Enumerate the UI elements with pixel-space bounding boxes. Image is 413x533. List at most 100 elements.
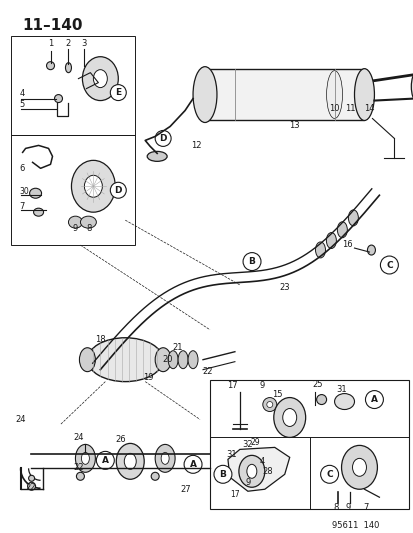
Text: 9: 9 bbox=[345, 503, 350, 512]
Ellipse shape bbox=[80, 216, 96, 228]
Ellipse shape bbox=[334, 393, 354, 409]
Ellipse shape bbox=[55, 94, 62, 102]
Bar bbox=[11, 135, 135, 245]
Ellipse shape bbox=[124, 454, 136, 470]
Text: 7: 7 bbox=[19, 201, 25, 211]
Ellipse shape bbox=[116, 443, 144, 479]
Circle shape bbox=[76, 472, 84, 480]
Text: 2: 2 bbox=[66, 39, 71, 49]
Ellipse shape bbox=[168, 351, 178, 369]
Text: A: A bbox=[189, 460, 196, 469]
Ellipse shape bbox=[71, 160, 115, 212]
Ellipse shape bbox=[351, 458, 366, 477]
Ellipse shape bbox=[161, 453, 169, 464]
Text: 14: 14 bbox=[363, 104, 374, 113]
Ellipse shape bbox=[348, 210, 358, 226]
Text: 30: 30 bbox=[19, 187, 29, 196]
Text: 19: 19 bbox=[142, 373, 153, 382]
Circle shape bbox=[46, 62, 55, 70]
Text: B: B bbox=[248, 257, 255, 266]
Text: B: B bbox=[219, 470, 226, 479]
Text: C: C bbox=[385, 261, 392, 270]
Ellipse shape bbox=[273, 398, 305, 438]
Ellipse shape bbox=[188, 351, 197, 369]
Bar bbox=[204, 69, 363, 120]
Ellipse shape bbox=[326, 71, 342, 118]
Polygon shape bbox=[228, 447, 289, 491]
Circle shape bbox=[242, 253, 260, 271]
Text: 16: 16 bbox=[342, 239, 352, 248]
Ellipse shape bbox=[178, 351, 188, 369]
Text: 26: 26 bbox=[115, 435, 125, 444]
Ellipse shape bbox=[81, 453, 89, 464]
Circle shape bbox=[155, 131, 171, 147]
Text: D: D bbox=[159, 134, 166, 143]
Ellipse shape bbox=[82, 56, 118, 101]
Text: 24: 24 bbox=[16, 415, 26, 424]
Ellipse shape bbox=[147, 151, 167, 161]
Ellipse shape bbox=[155, 445, 175, 472]
Circle shape bbox=[28, 475, 35, 481]
Circle shape bbox=[320, 465, 338, 483]
Text: 27: 27 bbox=[180, 484, 191, 494]
Ellipse shape bbox=[246, 464, 256, 478]
Circle shape bbox=[151, 472, 159, 480]
Ellipse shape bbox=[79, 348, 95, 372]
Ellipse shape bbox=[65, 63, 71, 72]
Text: 23: 23 bbox=[279, 284, 290, 293]
Ellipse shape bbox=[75, 445, 95, 472]
Circle shape bbox=[96, 451, 114, 470]
Circle shape bbox=[365, 391, 382, 408]
Bar bbox=[209, 379, 408, 509]
Ellipse shape bbox=[266, 401, 272, 408]
Text: A: A bbox=[102, 456, 109, 465]
Text: 11: 11 bbox=[344, 104, 355, 113]
Circle shape bbox=[28, 482, 36, 490]
Text: 32: 32 bbox=[242, 440, 253, 449]
Text: 17: 17 bbox=[230, 490, 239, 499]
Text: D: D bbox=[114, 186, 122, 195]
Text: 11–140: 11–140 bbox=[23, 18, 83, 33]
Ellipse shape bbox=[33, 208, 43, 216]
Text: 31: 31 bbox=[226, 450, 237, 459]
Ellipse shape bbox=[367, 245, 375, 255]
Text: 29: 29 bbox=[249, 438, 259, 447]
Ellipse shape bbox=[282, 408, 296, 426]
Bar bbox=[11, 36, 135, 135]
Text: 8: 8 bbox=[332, 503, 337, 512]
Ellipse shape bbox=[337, 222, 347, 238]
Text: 1: 1 bbox=[48, 39, 53, 49]
Text: 22: 22 bbox=[73, 463, 83, 472]
Text: 4: 4 bbox=[259, 457, 264, 466]
Text: 20: 20 bbox=[162, 355, 173, 364]
Ellipse shape bbox=[29, 188, 41, 198]
Text: A: A bbox=[370, 395, 377, 404]
Text: 5: 5 bbox=[19, 100, 25, 109]
Text: 21: 21 bbox=[173, 343, 183, 352]
Ellipse shape bbox=[68, 216, 82, 228]
Ellipse shape bbox=[155, 348, 171, 372]
Text: 18: 18 bbox=[95, 335, 105, 344]
Text: 25: 25 bbox=[312, 380, 322, 389]
Ellipse shape bbox=[354, 69, 373, 120]
Ellipse shape bbox=[411, 72, 413, 101]
Circle shape bbox=[184, 455, 202, 473]
Text: 24: 24 bbox=[73, 433, 83, 442]
Text: 10: 10 bbox=[328, 104, 339, 113]
Text: 6: 6 bbox=[19, 164, 25, 173]
Ellipse shape bbox=[93, 70, 107, 87]
Text: 15: 15 bbox=[272, 390, 282, 399]
Text: C: C bbox=[325, 470, 332, 479]
Text: 95611  140: 95611 140 bbox=[331, 521, 378, 530]
Ellipse shape bbox=[87, 338, 163, 382]
Text: 8: 8 bbox=[86, 224, 92, 232]
Text: 22: 22 bbox=[202, 367, 213, 376]
Text: 9: 9 bbox=[73, 224, 78, 232]
Ellipse shape bbox=[316, 394, 326, 405]
Ellipse shape bbox=[325, 232, 335, 248]
Circle shape bbox=[380, 256, 397, 274]
Circle shape bbox=[110, 182, 126, 198]
Text: 9: 9 bbox=[244, 478, 250, 487]
Text: 7: 7 bbox=[363, 503, 368, 512]
Ellipse shape bbox=[262, 398, 276, 411]
